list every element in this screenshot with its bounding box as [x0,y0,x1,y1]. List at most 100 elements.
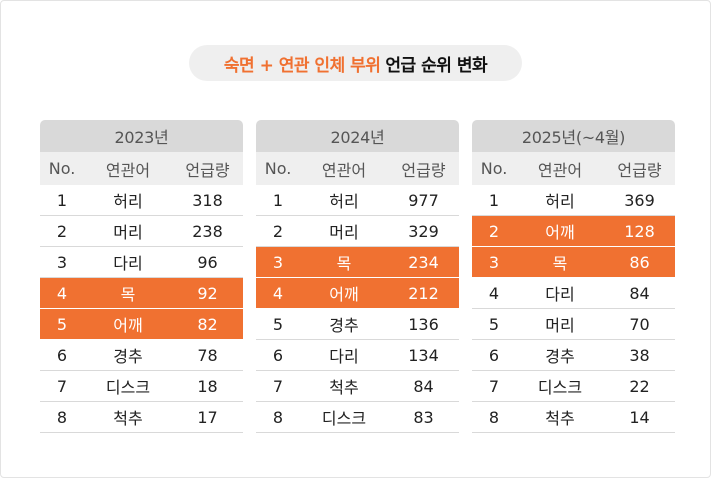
count-cell: 369 [624,190,655,210]
keyword-cell: 척추 [113,409,143,428]
rank-cell: 6 [272,345,284,365]
count-cell: 128 [624,221,655,241]
rank-cell: 8 [488,407,500,427]
table-row: 2 머리 238 [40,216,243,247]
keyword-cell: 디스크 [105,378,151,397]
title-pill: 숙면 + 연관 인체 부위 언급 순위 변화 [189,45,522,81]
ranking-table-2023: 2023년 No. 연관어 언급량 1 허리 318 2 머리 238 3 다리… [40,120,243,433]
rank-cell: 8 [56,407,68,427]
rank-cell: 3 [56,252,68,272]
keyword-cell: 목 [552,254,568,273]
rank-cell: 3 [272,252,284,272]
keyword-cell: 다리 [113,254,143,273]
count-cell: 977 [408,190,439,210]
keyword-cell: 머리 [545,316,575,335]
rank-cell: 5 [56,314,68,334]
keyword-cell: 어깨 [113,316,143,335]
column-count: 언급량 [617,160,662,180]
rank-cell: 4 [272,283,284,303]
keyword-cell: 허리 [545,192,575,211]
year-header: 2025년(~4월) [472,120,675,152]
table-row: 5 머리 70 [472,309,675,340]
count-cell: 234 [408,252,439,272]
column-header-row: No. 연관어 언급량 [40,152,243,185]
keyword-cell: 척추 [545,409,575,428]
rank-cell: 5 [488,314,500,334]
title-rest: 언급 순위 변화 [385,55,488,76]
keyword-cell: 디스크 [537,378,583,397]
keyword-cell: 머리 [113,223,143,242]
table-row: 4 다리 84 [472,278,675,309]
rank-cell: 7 [272,376,284,396]
column-keyword: 연관어 [321,160,367,180]
count-cell: 84 [413,376,434,396]
table-row: 6 경추 38 [472,340,675,371]
rank-cell: 8 [272,407,284,427]
ranking-table-2024: 2024년 No. 연관어 언급량 1 허리 977 2 머리 329 3 목 … [256,120,459,433]
count-cell: 86 [629,252,650,272]
table-row: 4 어깨 212 [256,278,459,309]
rank-cell: 6 [488,345,500,365]
table-row: 3 다리 96 [40,247,243,278]
table-row: 8 척추 14 [472,402,675,433]
count-cell: 329 [408,221,439,241]
table-row: 3 목 86 [472,247,675,278]
table-row: 1 허리 977 [256,185,459,216]
count-cell: 134 [408,345,439,365]
rank-cell: 4 [56,283,68,303]
count-cell: 70 [629,314,650,334]
rank-cell: 7 [488,376,500,396]
table-row: 7 디스크 22 [472,371,675,402]
rank-cell: 7 [56,376,68,396]
table-row: 2 어깨 128 [472,216,675,247]
year-header: 2023년 [40,120,243,152]
count-cell: 136 [408,314,439,334]
rank-cell: 4 [488,283,500,303]
count-cell: 84 [629,283,650,303]
table-row: 5 경추 136 [256,309,459,340]
table-row: 1 허리 369 [472,185,675,216]
column-header-row: No. 연관어 언급량 [472,152,675,185]
title-highlight: 숙면 + 연관 인체 부위 [223,55,381,76]
count-cell: 96 [197,252,218,272]
keyword-cell: 다리 [329,347,359,366]
column-count: 언급량 [185,160,230,180]
column-header-row: No. 연관어 언급량 [256,152,459,185]
table-row: 3 목 234 [256,247,459,278]
column-no: No. [48,159,76,178]
rank-cell: 3 [488,252,500,272]
rank-cell: 2 [272,221,284,241]
column-keyword: 연관어 [537,160,583,180]
table-row: 4 목 92 [40,278,243,309]
keyword-cell: 목 [120,285,136,304]
table-row: 7 척추 84 [256,371,459,402]
table-row: 1 허리 318 [40,185,243,216]
count-cell: 22 [629,376,650,396]
keyword-cell: 경추 [545,347,575,366]
column-keyword: 연관어 [105,160,151,180]
rank-cell: 1 [56,190,68,210]
table-row: 8 디스크 83 [256,402,459,433]
count-cell: 78 [197,345,218,365]
keyword-cell: 경추 [113,347,143,366]
keyword-cell: 척추 [329,378,359,397]
count-cell: 14 [629,407,650,427]
rank-cell: 6 [56,345,68,365]
keyword-cell: 허리 [329,192,359,211]
keyword-cell: 허리 [113,192,143,211]
keyword-cell: 디스크 [321,409,367,428]
table-row: 5 어깨 82 [40,309,243,340]
year-header: 2024년 [256,120,459,152]
count-cell: 212 [408,283,439,303]
rank-cell: 1 [272,190,284,210]
keyword-cell: 어깨 [329,285,359,304]
ranking-table-2025: 2025년(~4월) No. 연관어 언급량 1 허리 369 2 어깨 128… [472,120,675,433]
rank-cell: 2 [488,221,500,241]
keyword-cell: 경추 [329,316,359,335]
table-row: 6 다리 134 [256,340,459,371]
table-row: 7 디스크 18 [40,371,243,402]
count-cell: 92 [197,283,218,303]
keyword-cell: 다리 [545,285,575,304]
table-row: 2 머리 329 [256,216,459,247]
